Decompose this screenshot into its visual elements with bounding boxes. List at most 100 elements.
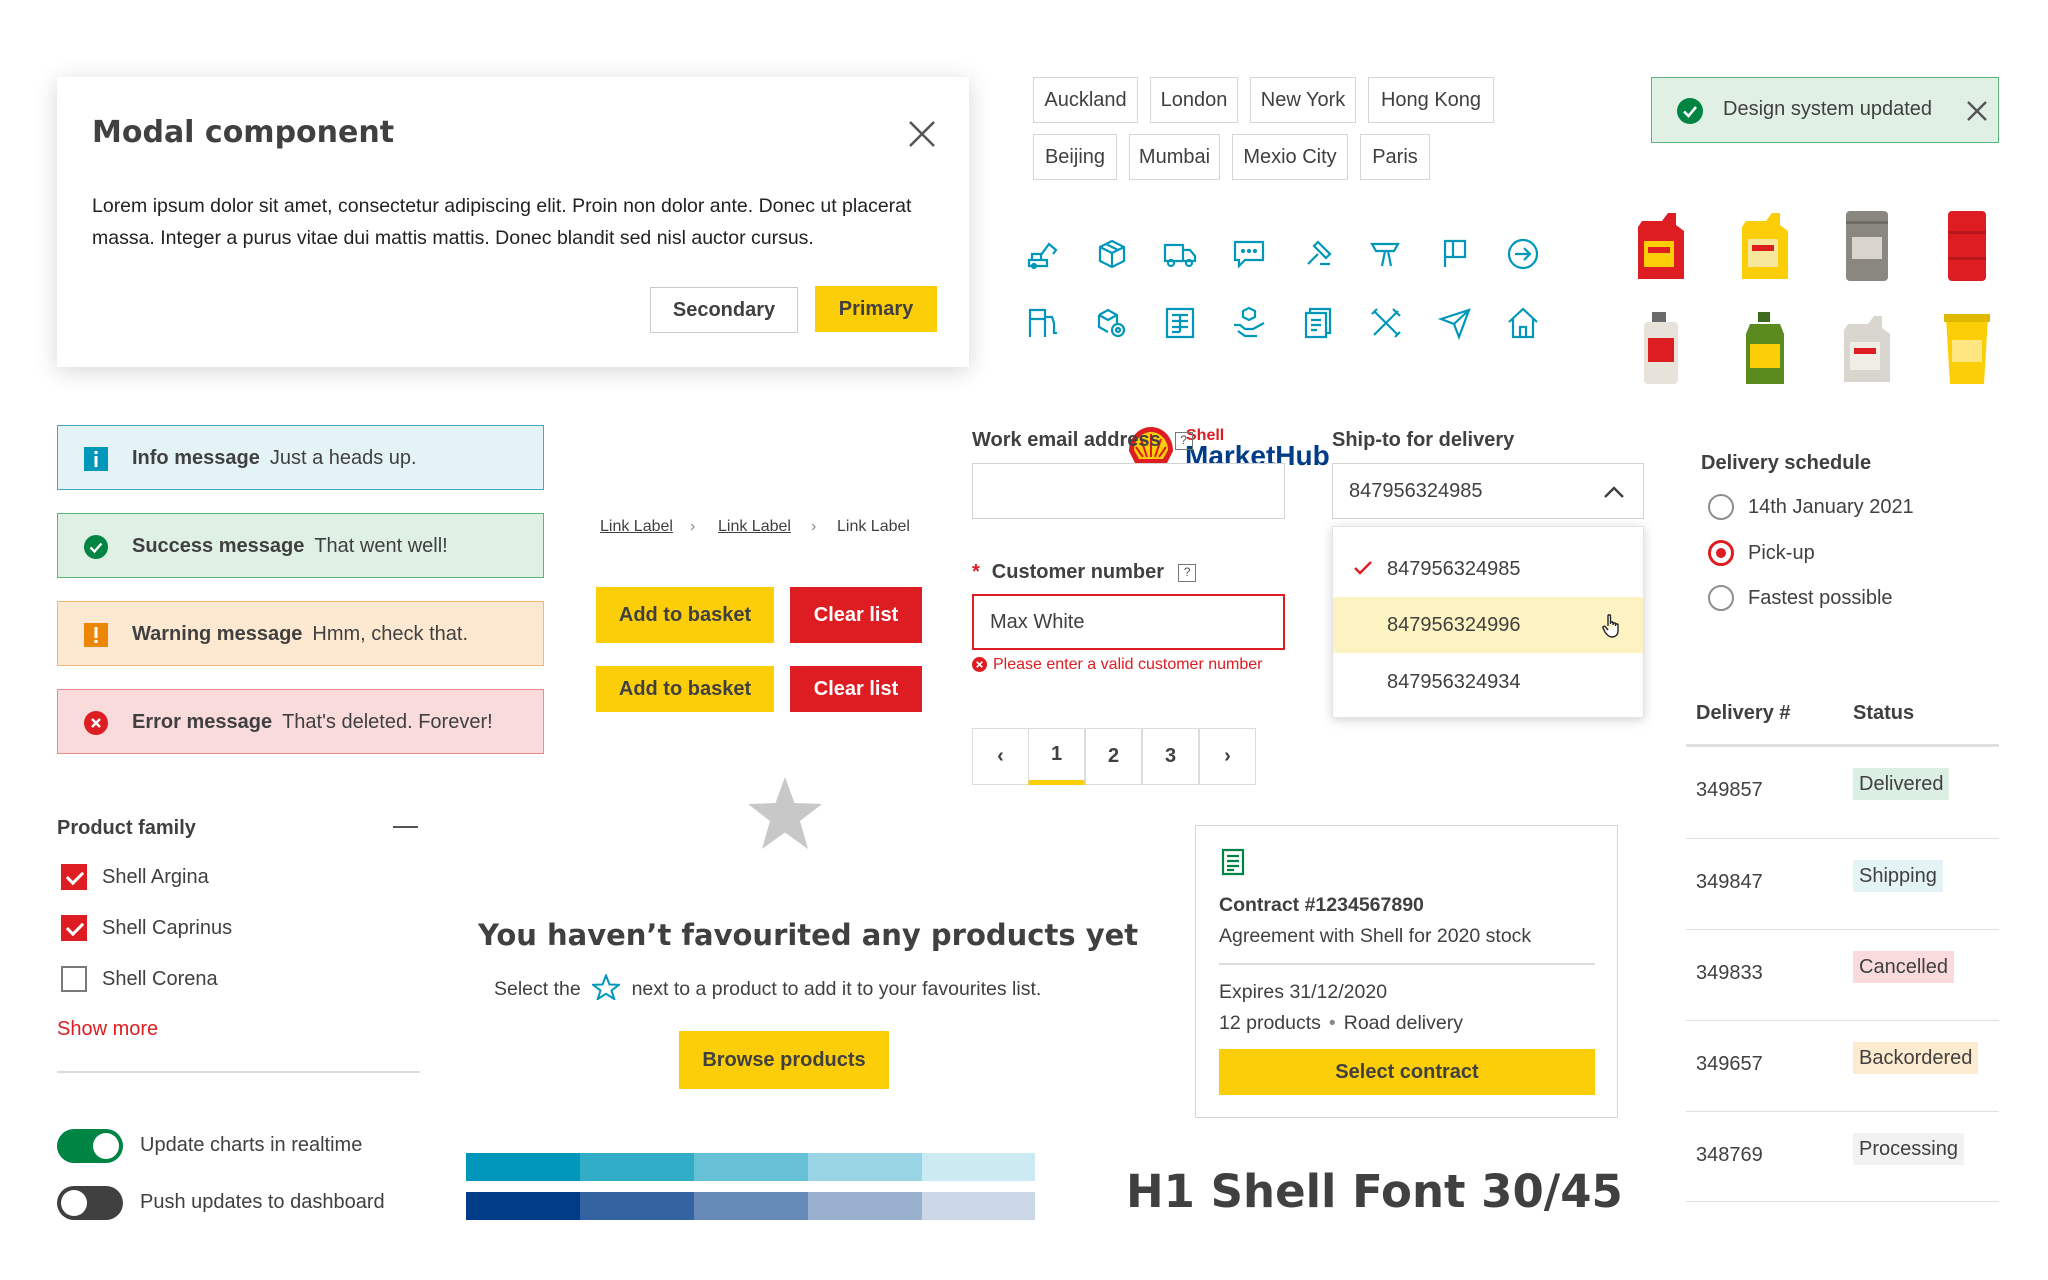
clear-list-button[interactable]: Clear list [790,666,922,712]
flag-icon [1437,236,1473,272]
table-row: 349657 Backordered [1686,1020,1999,1111]
color-swatch [922,1153,1035,1181]
close-icon[interactable] [1964,98,1990,124]
alert-text: That's deleted. Forever! [282,711,493,733]
status-badge: Delivered [1853,768,1950,800]
add-to-basket-button[interactable]: Add to basket [596,666,774,712]
checkbox-label: Shell Caprinus [102,917,233,939]
alert-warning: Warning message Hmm, check that. [57,601,544,666]
breadcrumb-link[interactable]: Link Label [600,518,673,535]
delivery-number: 349847 [1696,871,1763,893]
modal-title: Modal component [92,115,395,150]
check-circle-icon [1676,97,1704,125]
documents-icon [1300,305,1336,341]
radio-button-selected[interactable] [1708,540,1734,566]
toggle-switch-on[interactable] [57,1129,123,1163]
product-image-green-bottle [1736,310,1794,386]
color-swatch [694,1153,809,1181]
browse-products-button[interactable]: Browse products [679,1031,889,1089]
checkbox-checked[interactable] [61,864,87,890]
email-field[interactable] [972,463,1285,519]
brand-shell-text: Shell [1186,427,1225,444]
primary-button[interactable]: Primary [815,286,937,332]
toggle-label: Push updates to dashboard [140,1191,385,1213]
contract-card: Contract #1234567890 Agreement with Shel… [1195,825,1618,1118]
truck-icon [1162,236,1198,272]
product-image-small-bottle [1632,310,1690,386]
delivery-number: 349833 [1696,962,1763,984]
ship-to-select[interactable]: 847956324985 [1332,463,1644,519]
chip-auckland[interactable]: Auckland [1033,77,1138,123]
close-icon[interactable] [905,117,939,151]
email-label: Work email address? [972,429,1193,452]
modal-body: Lorem ipsum dolor sit amet, consectetur … [92,195,912,249]
check-icon [1353,559,1373,582]
checkbox[interactable] [61,966,87,992]
status-badge: Backordered [1853,1042,1979,1074]
error-icon [972,657,987,672]
typography-sample-heading: H1 Shell Font 30/45 [1126,1165,1623,1218]
empty-state-title: You haven’t favourited any products yet [478,918,1139,952]
breadcrumb-link[interactable]: Link Label [718,518,791,535]
error-icon [84,711,108,735]
secondary-button[interactable]: Secondary [650,287,798,333]
radio-label: Fastest possible [1748,587,1893,609]
divider [57,1071,420,1073]
pagination-next-button[interactable]: › [1199,728,1256,785]
fleet-settings-icon [1094,305,1130,341]
show-more-link[interactable]: Show more [57,1018,159,1040]
pagination-page[interactable]: 3 [1142,728,1199,785]
home-icon [1505,305,1541,341]
contract-subtitle: Agreement with Shell for 2020 stock [1219,925,1532,947]
checkbox-checked[interactable] [61,915,87,941]
chip-new-york[interactable]: New York [1250,77,1356,123]
clear-list-button[interactable]: Clear list [790,587,922,643]
chip-mumbai[interactable]: Mumbai [1129,134,1220,180]
dropdown-option[interactable]: 847956324985 [1333,541,1643,597]
table-row: 349833 Cancelled [1686,929,1999,1020]
chip-mexio-city[interactable]: Mexio City [1232,134,1348,180]
pagination-page[interactable]: 1 [1028,728,1085,785]
help-icon[interactable]: ? [1174,431,1193,450]
breadcrumb-current: Link Label [837,518,910,535]
delivery-number: 348769 [1696,1144,1763,1166]
alert-text: Hmm, check that. [312,623,469,645]
info-icon [84,447,108,471]
product-image-helix-red-jug [1632,207,1690,283]
product-image-silver-jug [1838,310,1896,386]
check-circle-icon [84,535,108,559]
toggle-switch-off[interactable] [57,1186,123,1220]
status-badge: Processing [1853,1133,1964,1165]
radio-button[interactable] [1708,585,1734,611]
radio-label: 14th January 2021 [1748,496,1914,518]
color-swatch [808,1192,923,1220]
checkbox-label: Shell Argina [102,866,209,888]
chat-icon [1231,236,1267,272]
pagination-page[interactable]: 2 [1085,728,1142,785]
pagination-prev-button[interactable]: ‹ [972,728,1029,785]
collapse-icon[interactable] [393,826,418,828]
chip-hong-kong[interactable]: Hong Kong [1368,77,1494,123]
alert-title: Warning message [132,623,303,645]
chip-london[interactable]: London [1150,77,1238,123]
document-table-icon [1162,305,1198,341]
contract-title: Contract #1234567890 [1219,894,1424,916]
dropdown-option[interactable]: 847956324996 [1333,597,1643,653]
fuel-pump-icon [1025,305,1061,341]
chip-paris[interactable]: Paris [1360,134,1430,180]
dropdown-option[interactable]: 847956324934 [1387,670,1521,693]
select-contract-button[interactable]: Select contract [1219,1049,1595,1095]
empty-state-description: Select the next to a product to add it t… [494,972,1041,1002]
hand-product-icon [1231,305,1267,341]
radio-button[interactable] [1708,494,1734,520]
chip-beijing[interactable]: Beijing [1033,134,1117,180]
status-badge: Shipping [1853,860,1943,892]
customer-number-field[interactable]: Max White [972,594,1285,650]
alert-title: Success message [132,535,305,557]
ship-to-value: 847956324985 [1349,479,1483,502]
help-icon[interactable]: ? [1178,563,1197,582]
customer-number-error: Please enter a valid customer number [993,656,1263,673]
add-to-basket-button[interactable]: Add to basket [596,587,774,643]
color-swatch [580,1192,695,1220]
hand-cursor-icon [1601,613,1623,639]
